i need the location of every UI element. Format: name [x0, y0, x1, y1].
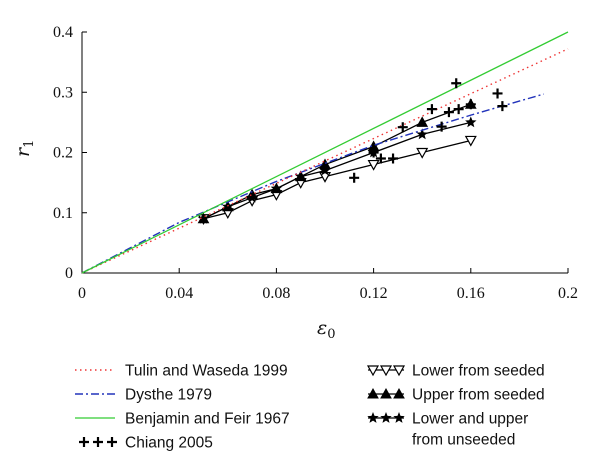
legend-marker: [367, 412, 379, 423]
x-axis-label: ε0: [317, 317, 335, 342]
data-point: [464, 135, 477, 147]
y-tick-label: 0.3: [53, 84, 73, 101]
data-point: [397, 122, 408, 133]
legend-marker: [380, 387, 392, 399]
legend-label: from unseeded: [412, 432, 515, 449]
legend-marker: [79, 437, 89, 447]
series-0: [81, 48, 569, 274]
legend-marker: [367, 387, 379, 399]
series-2: [81, 31, 569, 274]
data-point: [368, 147, 379, 158]
series-4: [197, 135, 477, 226]
legend-marker: [393, 387, 405, 399]
data-point: [426, 104, 437, 115]
x-tick-label: 0.04: [165, 285, 193, 302]
data-point: [451, 78, 462, 89]
y-tick-label: 0.2: [53, 145, 73, 162]
x-tick-label: 0.08: [262, 285, 290, 302]
series-line: [81, 48, 569, 274]
legend-marker: [380, 412, 392, 423]
legend-marker: [93, 437, 103, 447]
data-point: [443, 107, 454, 118]
y-axis-label: r1: [12, 140, 37, 157]
legend-label: Chiang 2005: [125, 435, 213, 452]
data-point: [375, 153, 386, 164]
y-axis-label-sub: 1: [22, 140, 37, 148]
series-line: [81, 31, 569, 274]
x-tick-label: 0.16: [457, 285, 485, 302]
legend-label: Lower from seeded: [412, 363, 545, 380]
data-point: [416, 128, 428, 140]
y-tick-label: 0.4: [53, 24, 73, 41]
legend-marker: [379, 365, 393, 377]
data-point: [388, 153, 399, 164]
data-point: [465, 116, 477, 128]
data-point: [294, 170, 307, 182]
legend-label: Benjamin and Feir 1967: [125, 411, 290, 428]
series-line: [81, 93, 544, 274]
series-line: [203, 139, 471, 220]
data-point: [367, 159, 380, 171]
data-point: [497, 101, 508, 112]
legend-marker: [393, 412, 405, 423]
legend-label: Lower and upper: [412, 411, 528, 428]
data-point: [349, 172, 360, 183]
data-point: [197, 212, 210, 224]
data-point: [492, 88, 503, 99]
data-point: [416, 116, 429, 127]
data-point: [453, 104, 464, 115]
series-line: [203, 103, 472, 220]
data-point: [270, 182, 283, 194]
data-point: [246, 191, 258, 203]
legend-label: Dysthe 1979: [125, 387, 212, 404]
legend-marker: [107, 437, 117, 447]
legend-label: Upper from seeded: [412, 387, 545, 404]
x-tick-label: 0: [78, 285, 86, 302]
series-1: [81, 93, 544, 274]
x-tick-label: 0.2: [558, 285, 578, 302]
y-tick-label: 0: [65, 265, 73, 282]
data-point: [319, 164, 331, 176]
legend: Tulin and Waseda 1999 Dysthe 1979 Benjamin…: [75, 363, 545, 452]
data-point: [416, 147, 429, 159]
x-tick-label: 0.12: [360, 285, 388, 302]
x-axis-label-sub: 0: [327, 327, 335, 342]
y-tick-label: 0.1: [53, 205, 73, 222]
series-3: [349, 78, 508, 183]
series-5: [197, 98, 477, 224]
series-layer: [81, 31, 569, 274]
data-point: [465, 99, 476, 110]
legend-marker: [392, 365, 406, 377]
data-point: [436, 121, 447, 132]
legend-label: Tulin and Waseda 1999: [125, 363, 288, 380]
legend-marker: [366, 365, 380, 377]
axes: 0 0.04 0.08 0.12 0.16 0.2 0 0.1 0.2 0.3 0.4: [53, 24, 578, 302]
